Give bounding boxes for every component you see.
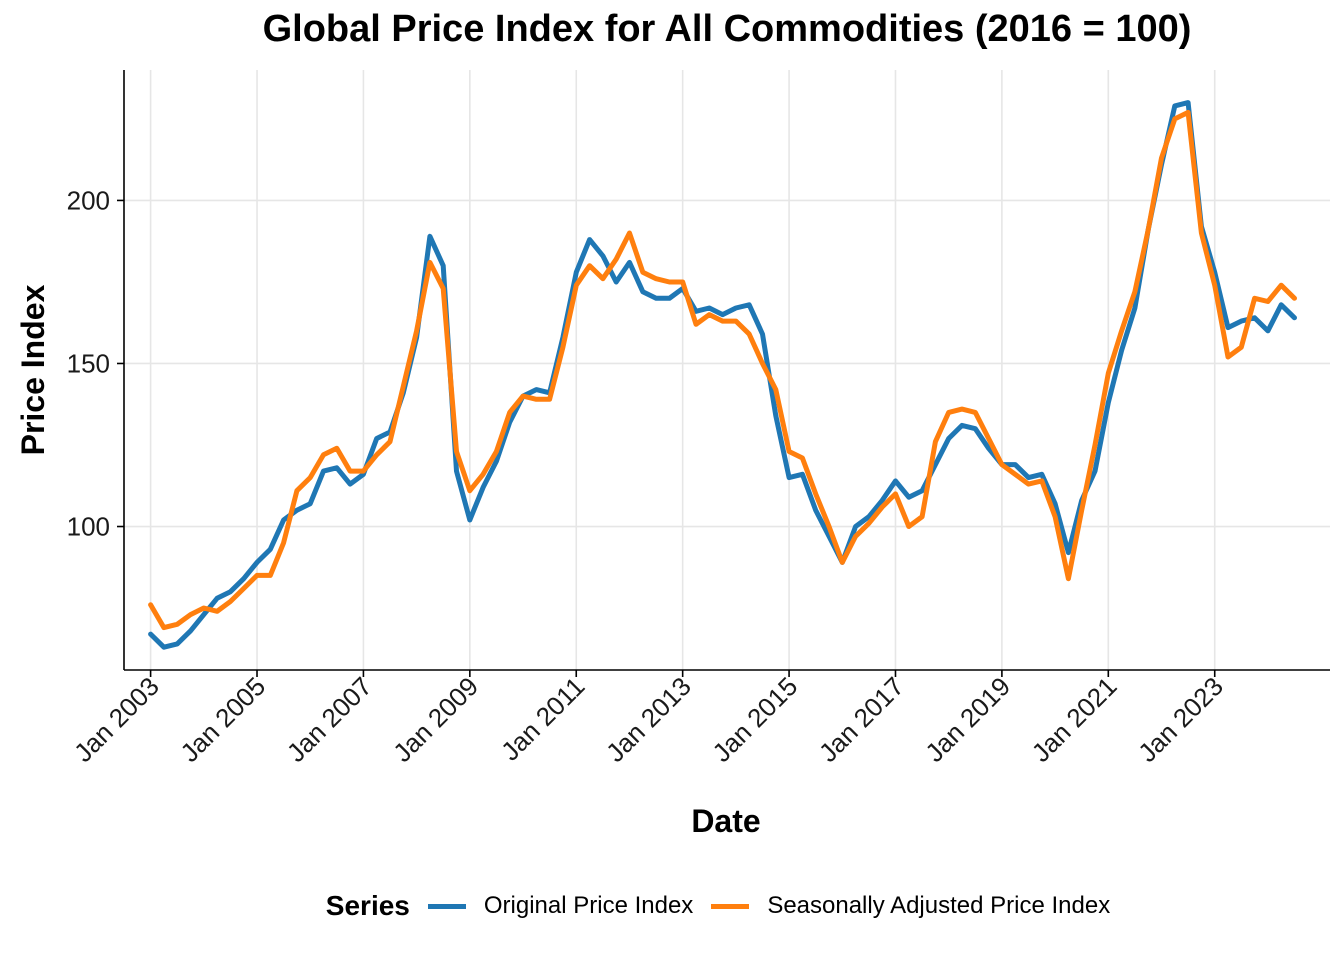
grid [124,70,1330,670]
x-tick-label: Jan 2023 [1132,671,1229,768]
series-line-seasonally-adjusted [148,109,1297,631]
x-tick-label: Jan 2011 [495,671,591,767]
x-tick-label: Jan 2013 [600,671,697,768]
x-tick-label: Jan 2007 [281,671,378,768]
legend-label-seasonally-adjusted: Seasonally Adjusted Price Index [767,892,1111,919]
x-axis-title: Date [691,803,760,839]
legend-label-original: Original Price Index [483,892,694,919]
legend: Series Original Price Index Seasonally A… [0,890,1344,922]
axes: 100 150 200 Jan 2003 Jan 2005 Jan 2007 Jan 200… [67,70,1330,768]
x-tick-label: Jan 2017 [813,671,910,768]
x-tick-label: Jan 2015 [706,671,803,768]
legend-item-seasonally-adjusted: Seasonally Adjusted Price Index [711,892,1110,920]
x-tick-label: Jan 2019 [919,671,1016,768]
chart-title: Global Price Index for All Commodities (… [262,8,1192,50]
series-line-original [148,100,1297,650]
y-tick-label: 150 [67,348,110,378]
legend-item-original: Original Price Index [427,892,694,920]
series-lines [148,100,1297,650]
x-tick-label: Jan 2021 [1026,671,1123,768]
legend-swatch-seasonally-adjusted [711,903,750,909]
y-axis-title: Price Index [15,284,51,455]
legend-title: Series [325,890,410,921]
x-tick-label: Jan 2003 [68,671,165,768]
x-tick-label: Jan 2009 [387,671,484,768]
x-tick-label: Jan 2005 [174,671,271,768]
legend-swatch-original [427,903,466,909]
y-tick-label: 100 [67,512,110,542]
y-tick-label: 200 [67,185,110,215]
